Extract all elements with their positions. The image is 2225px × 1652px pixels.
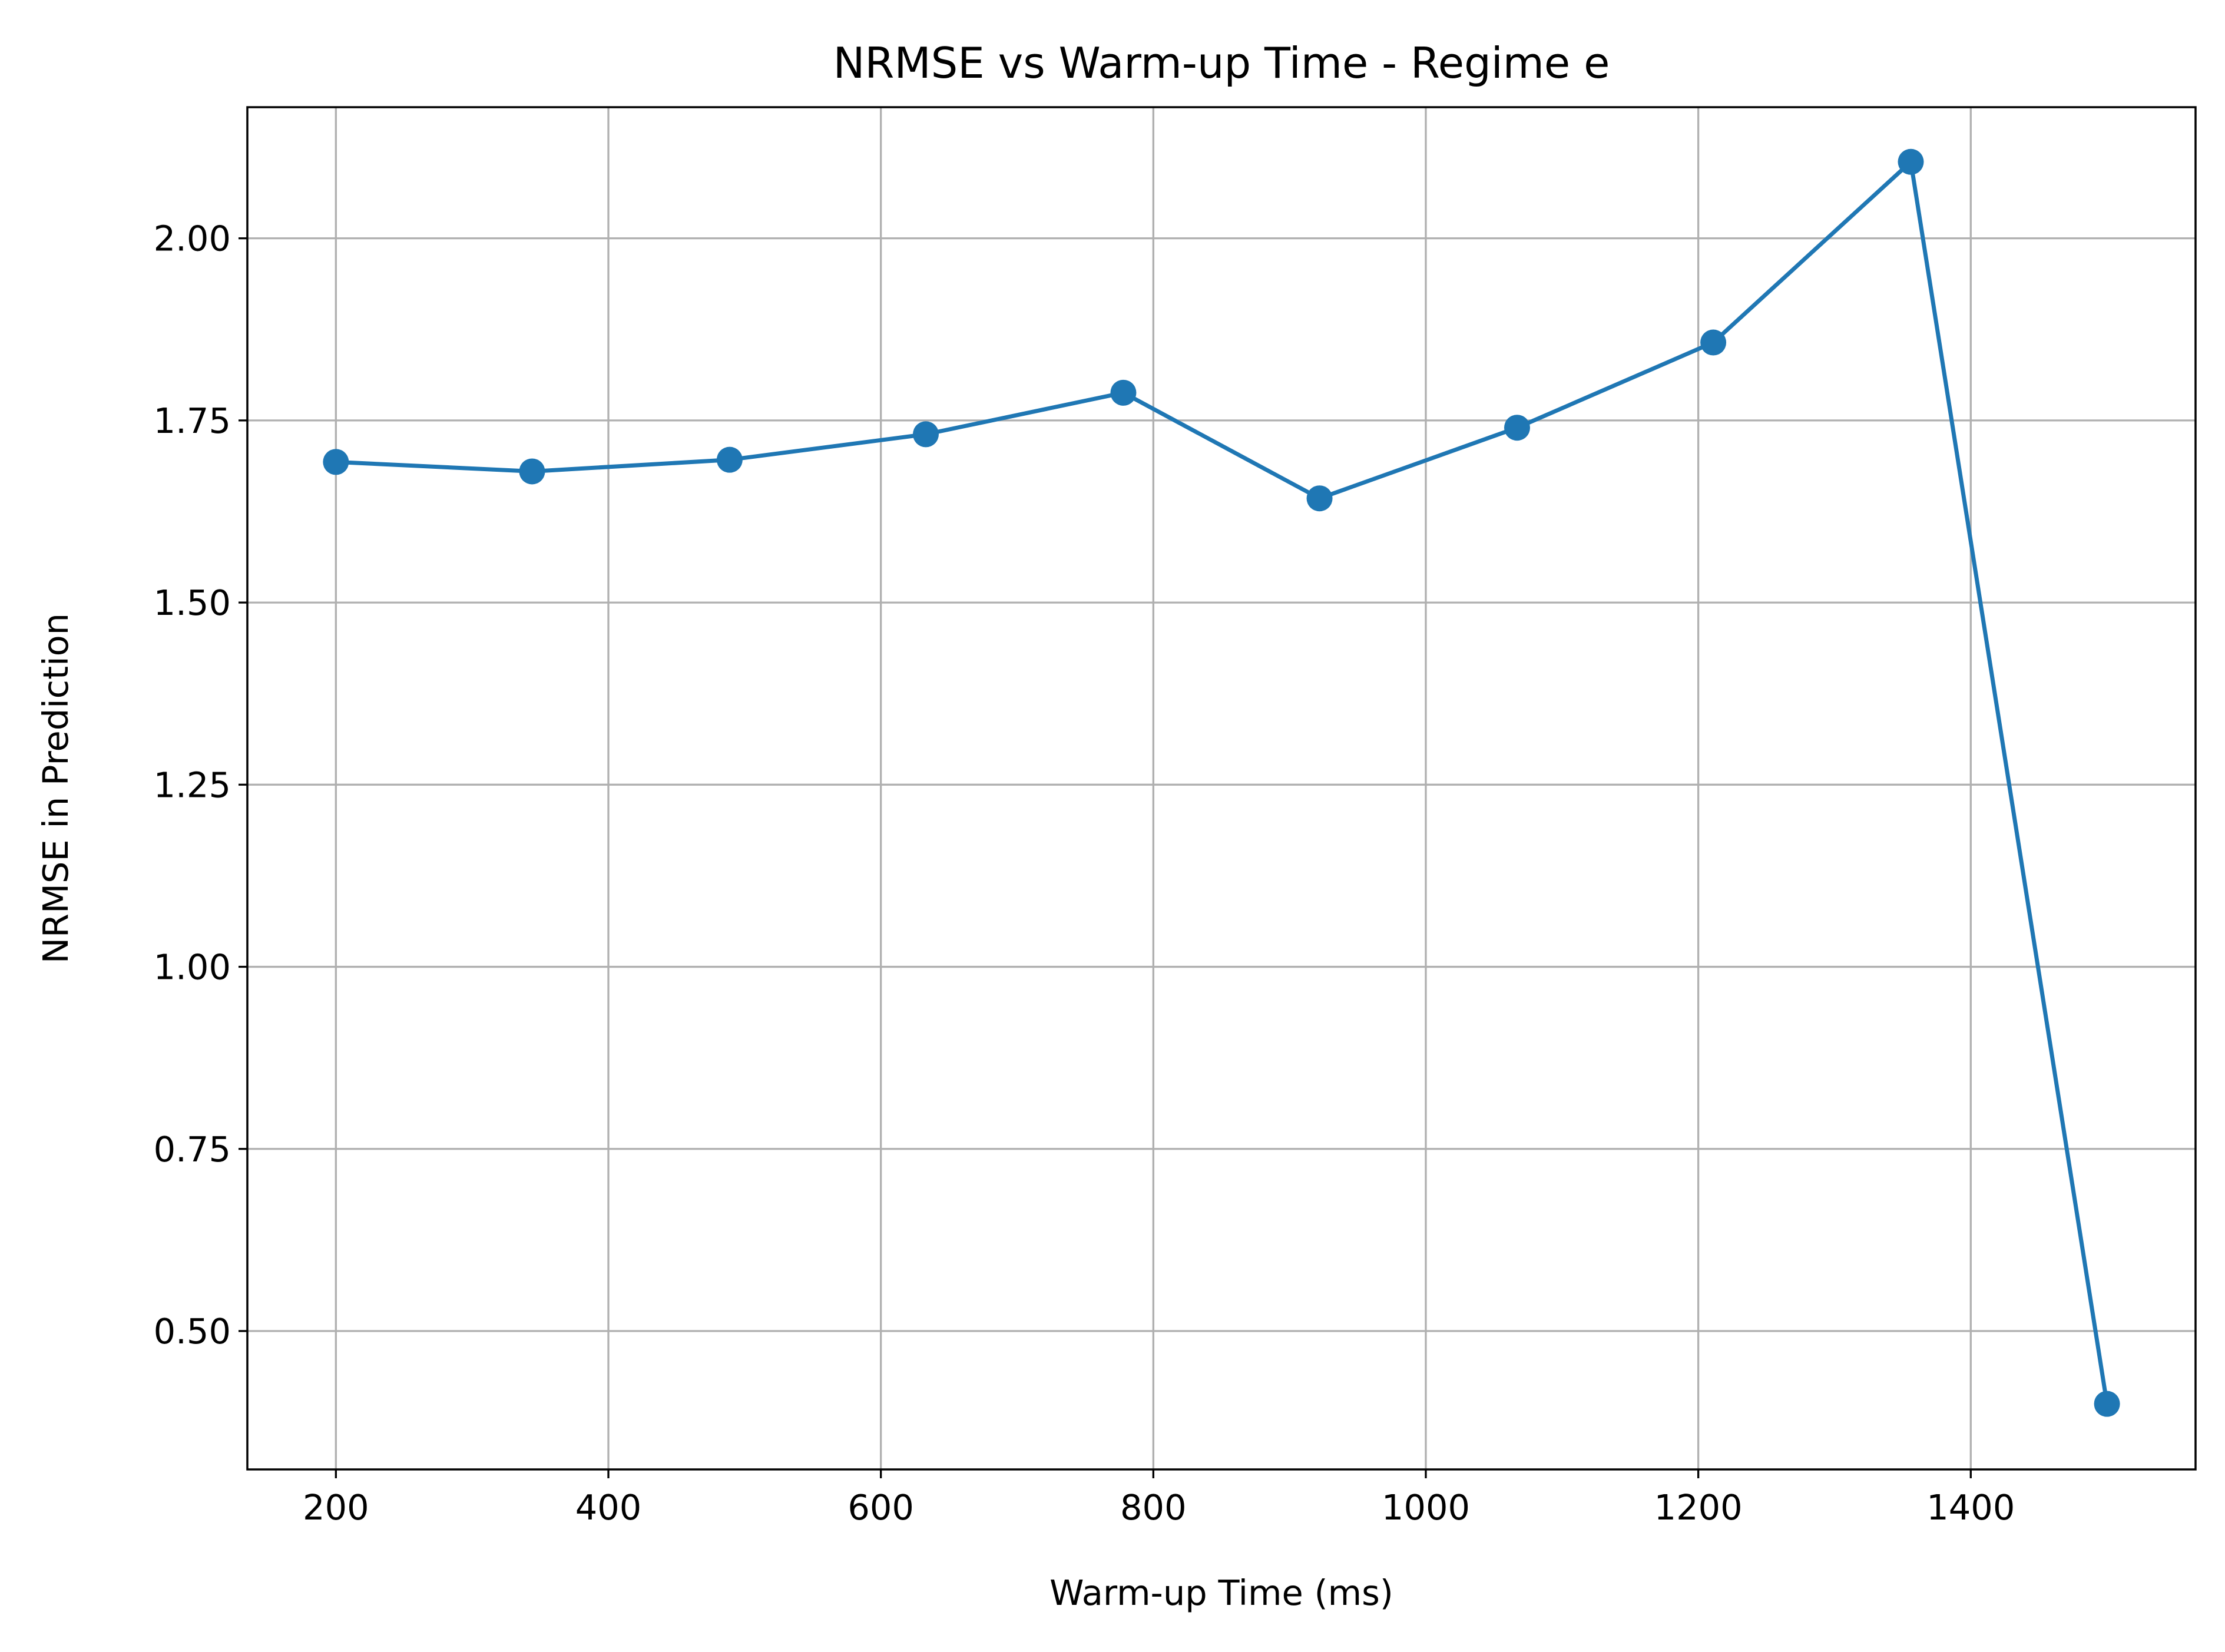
y-tick-label: 1.25: [154, 764, 231, 805]
x-tick-label: 200: [303, 1487, 369, 1528]
series-layer: [323, 148, 2120, 1417]
data-point: [519, 458, 545, 485]
axis-ticks: 200 400 600 800 1000 1200 1400 0.50 0.75 1.00 1.25…: [154, 218, 2015, 1528]
y-axis-label: NRMSE in Prediction: [35, 613, 76, 964]
data-point: [1504, 415, 1530, 441]
x-tick-label: 400: [575, 1487, 642, 1528]
y-tick-label: 0.75: [154, 1129, 231, 1170]
y-tick-label: 1.00: [154, 947, 231, 988]
x-tick-label: 1400: [1926, 1487, 2015, 1528]
y-tick-label: 2.00: [154, 218, 231, 259]
x-tick-label: 800: [1120, 1487, 1187, 1528]
chart-title: NRMSE vs Warm-up Time - Regime e: [833, 38, 1610, 88]
data-point: [1306, 485, 1333, 512]
data-point: [1898, 148, 1924, 175]
data-point: [2094, 1391, 2120, 1417]
data-point: [323, 449, 349, 475]
series-line: [336, 160, 2110, 1405]
y-tick-label: 1.75: [154, 400, 231, 441]
y-tick-label: 0.50: [154, 1311, 231, 1352]
x-tick-label: 1200: [1654, 1487, 1743, 1528]
x-tick-label: 1000: [1382, 1487, 1470, 1528]
data-point: [1110, 379, 1137, 406]
data-point: [1700, 329, 1727, 356]
grid: [247, 107, 2196, 1469]
x-axis-label: Warm-up Time (ms): [1049, 1572, 1393, 1613]
y-tick-label: 1.50: [154, 582, 231, 623]
data-point: [913, 421, 939, 448]
data-point: [716, 446, 743, 473]
plot-frame: [246, 106, 2197, 1471]
x-tick-label: 600: [847, 1487, 914, 1528]
